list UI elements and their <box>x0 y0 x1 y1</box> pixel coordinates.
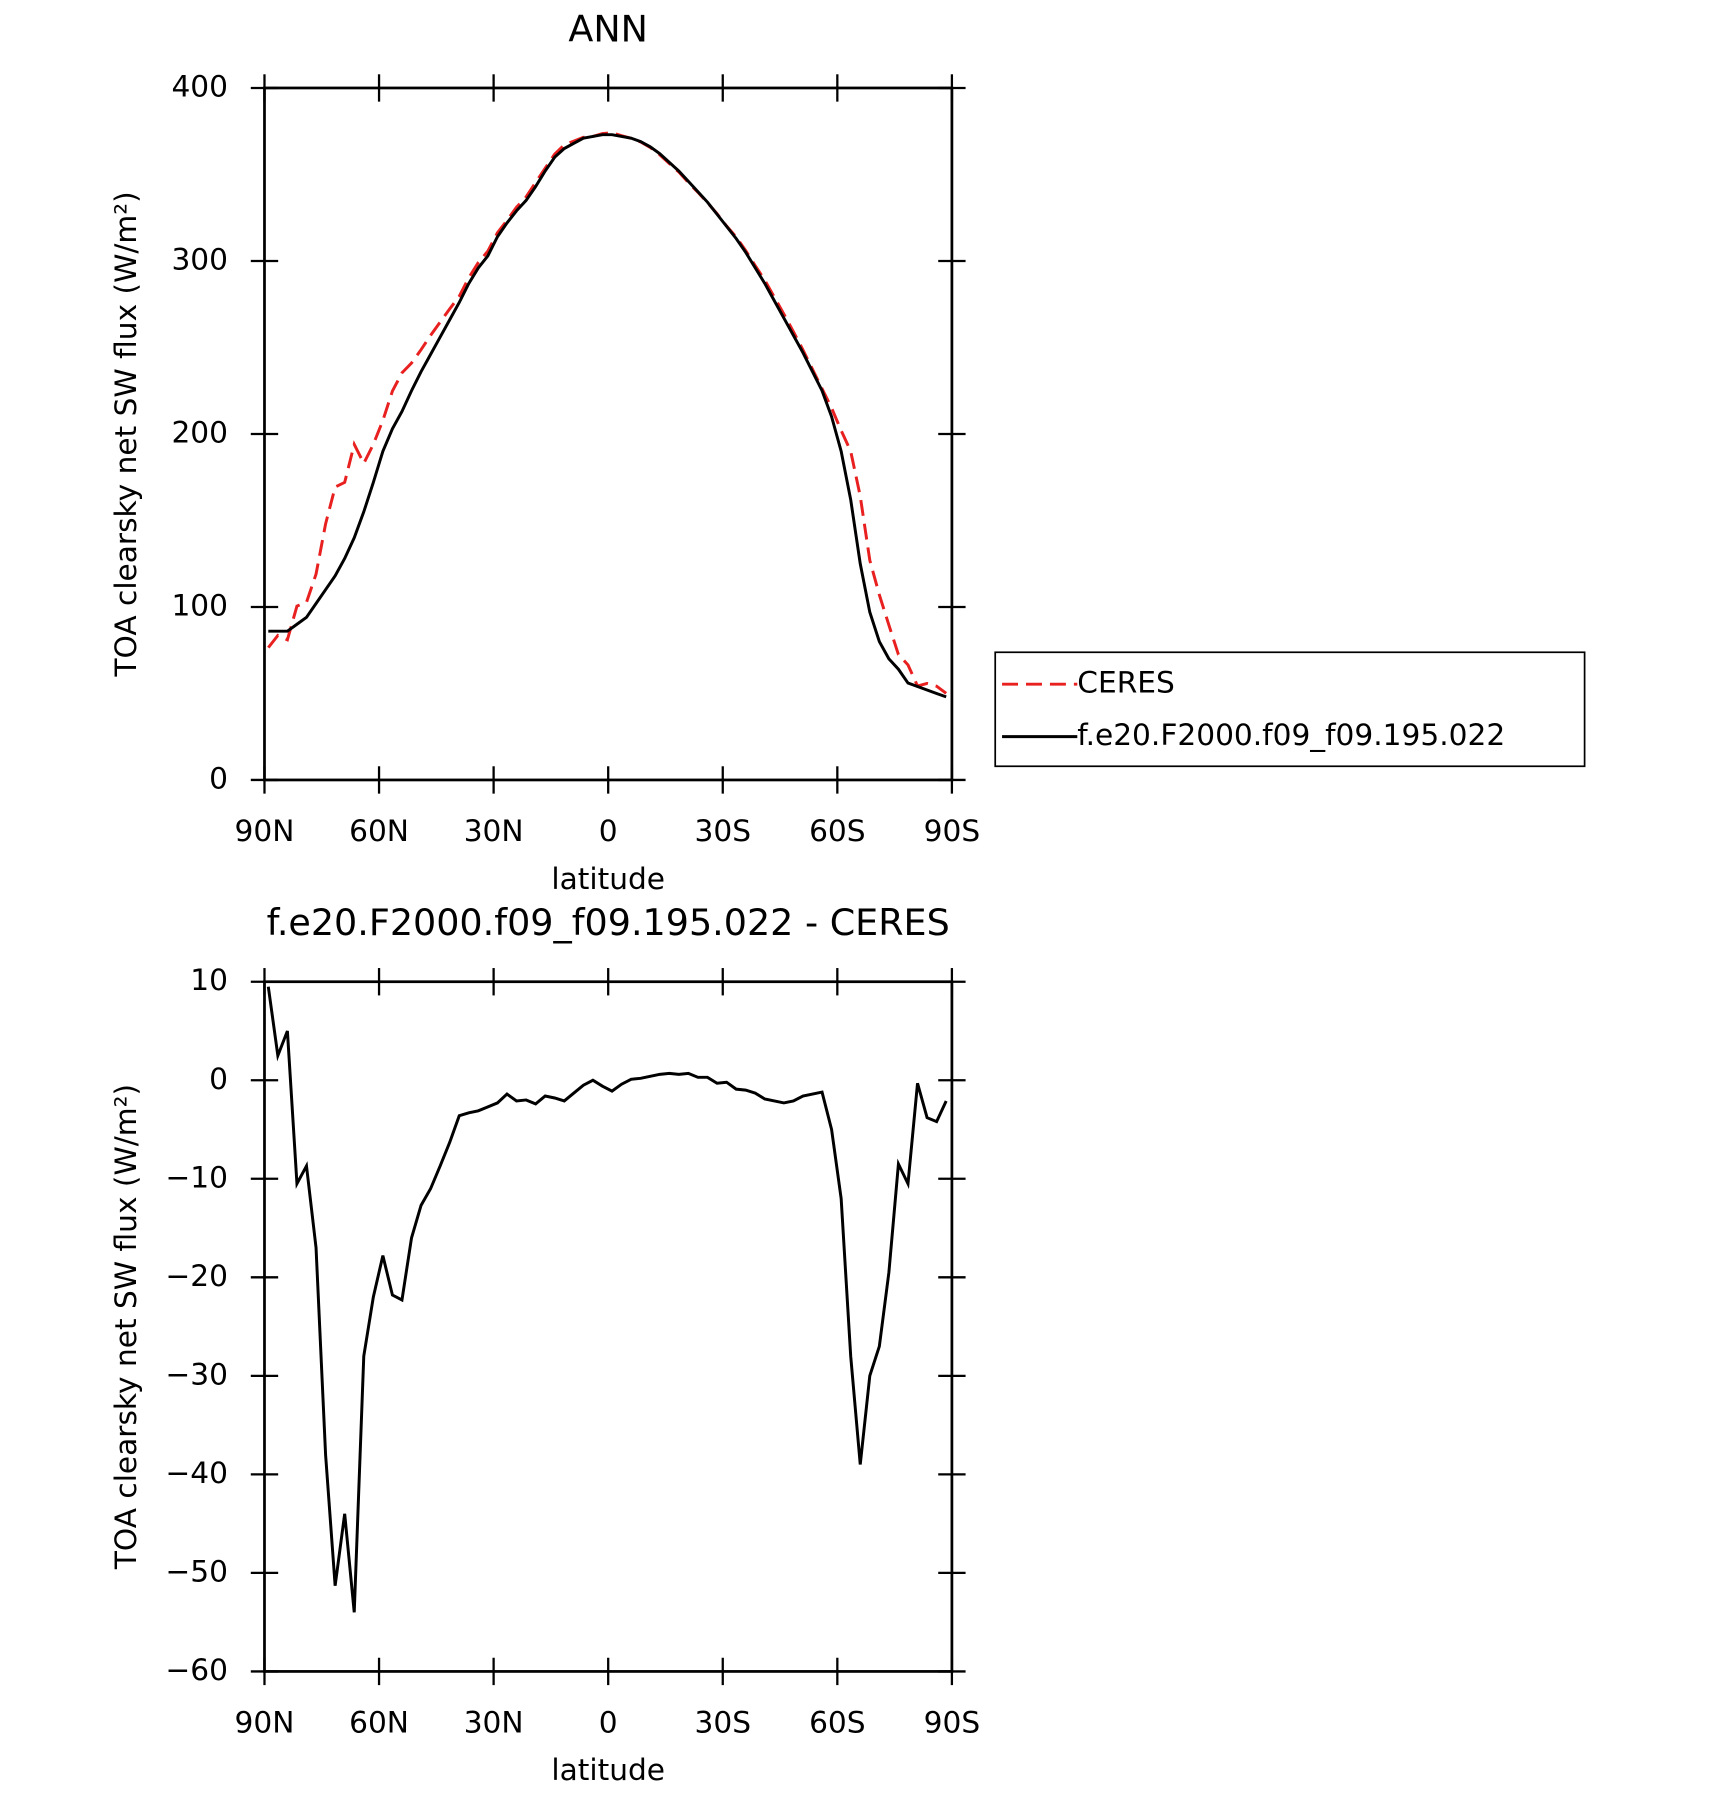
x-tick-label: 0 <box>599 813 618 848</box>
legend-label: CERES <box>1077 665 1175 700</box>
x-axis-label: latitude <box>551 1752 665 1787</box>
y-tick-label: −40 <box>165 1455 228 1490</box>
y-axis-label: TOA clearsky net SW flux (W/m²) <box>108 1084 143 1570</box>
y-tick-label: −30 <box>165 1356 228 1391</box>
y-tick-label: 0 <box>209 1061 228 1096</box>
data-line <box>266 986 948 1613</box>
x-tick-label: 90N <box>235 1704 295 1739</box>
y-tick-label: 100 <box>171 587 228 622</box>
data-line <box>267 131 948 695</box>
legend-box <box>994 651 1586 768</box>
x-tick-label: 60S <box>809 813 866 848</box>
y-tick-label: −50 <box>165 1553 228 1588</box>
legend-label: f.e20.F2000.f09_f09.195.022 <box>1077 717 1505 752</box>
x-tick-label: 90N <box>235 813 295 848</box>
x-tick-label: 30S <box>695 1704 752 1739</box>
y-tick-label: 0 <box>209 760 228 795</box>
x-tick-label: 60S <box>809 1704 866 1739</box>
x-tick-label: 0 <box>599 1704 618 1739</box>
y-tick-label: −10 <box>165 1159 228 1194</box>
x-tick-label: 30S <box>695 813 752 848</box>
y-tick-label: 400 <box>171 68 228 103</box>
plot-frame <box>263 980 954 1673</box>
y-tick-label: −20 <box>165 1258 228 1293</box>
x-tick-label: 60N <box>349 1704 409 1739</box>
x-axis-label: latitude <box>551 861 665 896</box>
x-tick-label: 60N <box>349 813 409 848</box>
x-tick-label: 90S <box>924 813 981 848</box>
y-tick-label: 200 <box>171 414 228 449</box>
x-tick-label: 90S <box>924 1704 981 1739</box>
x-tick-label: 30N <box>464 1704 524 1739</box>
y-axis-label: TOA clearsky net SW flux (W/m²) <box>108 191 143 677</box>
data-line <box>268 133 947 699</box>
y-tick-label: 10 <box>190 962 228 997</box>
plot-frame <box>263 86 954 782</box>
x-tick-label: 30N <box>464 813 524 848</box>
y-tick-label: −60 <box>165 1652 228 1687</box>
chart-title: ANN <box>568 7 648 50</box>
chart-title: f.e20.F2000.f09_f09.195.022 - CERES <box>267 901 950 944</box>
y-tick-label: 300 <box>171 241 228 276</box>
